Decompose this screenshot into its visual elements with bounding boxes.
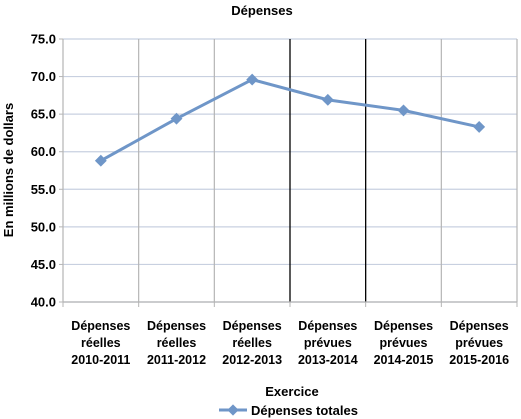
y-tick-label: 55.0 xyxy=(31,182,56,197)
x-tick-label: Dépenses réelles 2011-2012 xyxy=(147,319,206,367)
y-tick-label: 40.0 xyxy=(31,295,56,310)
y-axis-ticks: 40.0 45.0 50.0 55.0 60.0 65.0 70.0 75.0 xyxy=(31,32,56,310)
x-tick-label: Dépenses prévues 2015-2016 xyxy=(449,319,509,367)
x-tick-label: Dépenses réelles 2010-2011 xyxy=(71,319,130,367)
x-tick-label: Dépenses prévues 2014-2015 xyxy=(374,319,434,367)
y-tick-label: 65.0 xyxy=(31,107,56,122)
x-axis-label: Exercice xyxy=(265,384,319,399)
grid xyxy=(59,38,518,307)
y-tick-label: 60.0 xyxy=(31,144,56,159)
y-axis-label: En millions de dollars xyxy=(1,103,16,237)
x-axis-ticks: Dépenses réelles 2010-2011 Dépenses réelles 2… xyxy=(71,319,509,367)
data-point xyxy=(321,93,334,106)
y-tick-label: 70.0 xyxy=(31,69,56,84)
legend-label: Dépenses totales xyxy=(251,403,358,418)
y-tick-label: 45.0 xyxy=(31,257,56,272)
series-line xyxy=(100,78,480,163)
y-tick-label: 75.0 xyxy=(31,32,56,47)
data-point xyxy=(473,120,486,133)
x-tick-label: Dépenses réelles 2012-2013 xyxy=(222,319,282,367)
legend-marker xyxy=(227,404,239,416)
data-point xyxy=(246,73,259,86)
data-point xyxy=(94,154,107,167)
legend: Dépenses totales xyxy=(219,403,358,418)
y-tick-label: 50.0 xyxy=(31,219,56,234)
chart-title: Dépenses xyxy=(231,3,292,18)
data-point xyxy=(170,112,183,125)
x-tick-label: Dépenses prévues 2013-2014 xyxy=(298,319,358,367)
